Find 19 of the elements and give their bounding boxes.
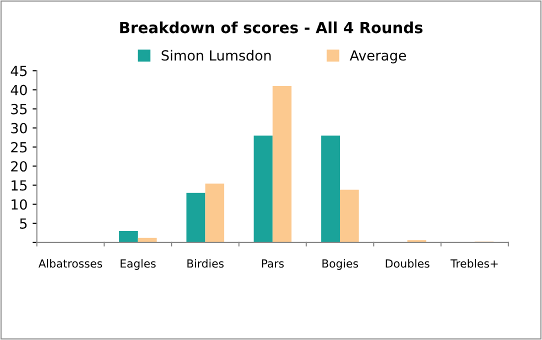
y-tick-label: 30 xyxy=(11,122,27,134)
x-tick-label: Pars xyxy=(262,259,284,268)
legend-label: Average xyxy=(350,50,406,64)
x-tick-label: Doubles xyxy=(386,259,430,268)
chart-title: Breakdown of scores - All 4 Rounds xyxy=(120,22,422,34)
y-tick-label: 20 xyxy=(11,161,27,172)
legend-label: Simon Lumsdon xyxy=(162,50,271,61)
y-tick-label: 5 xyxy=(20,218,27,229)
x-tick-label: Eagles xyxy=(120,259,156,270)
y-tick-label: 40 xyxy=(10,84,27,96)
x-tick-label: Birdies xyxy=(187,259,224,268)
y-tick-label: 35 xyxy=(11,104,27,114)
x-tick-label: Trebles+ xyxy=(450,259,498,268)
y-tick-label: 25 xyxy=(11,142,27,153)
x-tick-label: Bogies xyxy=(322,259,358,270)
y-tick-label: 10 xyxy=(12,199,27,210)
y-tick-label: 15 xyxy=(12,180,27,191)
y-tick-label: 45 xyxy=(10,66,27,76)
x-tick-label: Albatrosses xyxy=(38,259,102,268)
